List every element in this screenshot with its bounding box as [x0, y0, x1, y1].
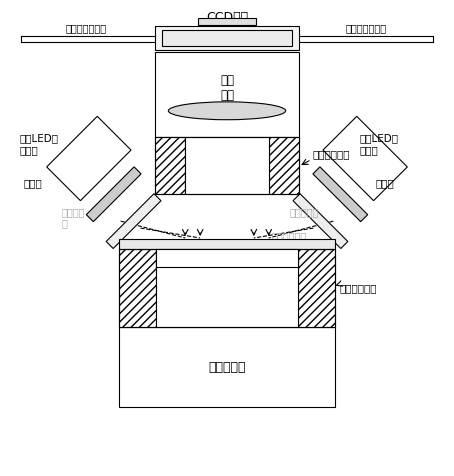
Bar: [155, 26, 299, 50]
Polygon shape: [313, 167, 368, 222]
Bar: [198, 19, 256, 25]
Text: CCD相机: CCD相机: [206, 11, 248, 24]
Polygon shape: [323, 116, 407, 201]
Bar: [118, 249, 157, 327]
Text: 匀光片: 匀光片: [375, 178, 394, 188]
Bar: [155, 137, 185, 194]
Bar: [155, 137, 299, 194]
Text: 绿色荧光滤光片: 绿色荧光滤光片: [345, 23, 387, 33]
Bar: [157, 249, 297, 327]
Text: 片: 片: [61, 218, 67, 228]
Bar: [118, 327, 336, 407]
Bar: [163, 30, 291, 46]
Text: 直照明: 直照明: [359, 146, 378, 156]
Text: 匀光片: 匀光片: [23, 178, 42, 188]
Polygon shape: [293, 194, 348, 248]
Bar: [297, 249, 336, 327]
Polygon shape: [47, 116, 131, 201]
Text: 绿色LED准: 绿色LED准: [359, 134, 398, 144]
Text: 底部消光部件: 底部消光部件: [339, 283, 377, 293]
Polygon shape: [86, 167, 141, 222]
Text: 荧光生物芯片: 荧光生物芯片: [272, 231, 307, 241]
Text: 红色荧光滤光片: 红色荧光滤光片: [65, 23, 106, 33]
Text: 顶部消光部件: 顶部消光部件: [312, 149, 350, 159]
Text: 载物台: 载物台: [216, 251, 238, 264]
Text: 微距: 微距: [220, 74, 234, 88]
Text: 直照明: 直照明: [19, 146, 38, 156]
Polygon shape: [106, 194, 161, 248]
Text: 镜头: 镜头: [220, 89, 234, 102]
Text: 消杂光暗室: 消杂光暗室: [208, 361, 246, 374]
Bar: [118, 239, 336, 249]
Text: 红色滤光: 红色滤光: [61, 207, 84, 217]
Bar: [269, 137, 299, 194]
Text: 红色LED准: 红色LED准: [19, 134, 58, 144]
Bar: [155, 52, 299, 137]
Text: 绿色滤光片: 绿色滤光片: [290, 207, 319, 217]
Bar: [157, 249, 297, 267]
Ellipse shape: [168, 102, 286, 120]
Bar: [185, 137, 269, 194]
Bar: [118, 249, 336, 327]
